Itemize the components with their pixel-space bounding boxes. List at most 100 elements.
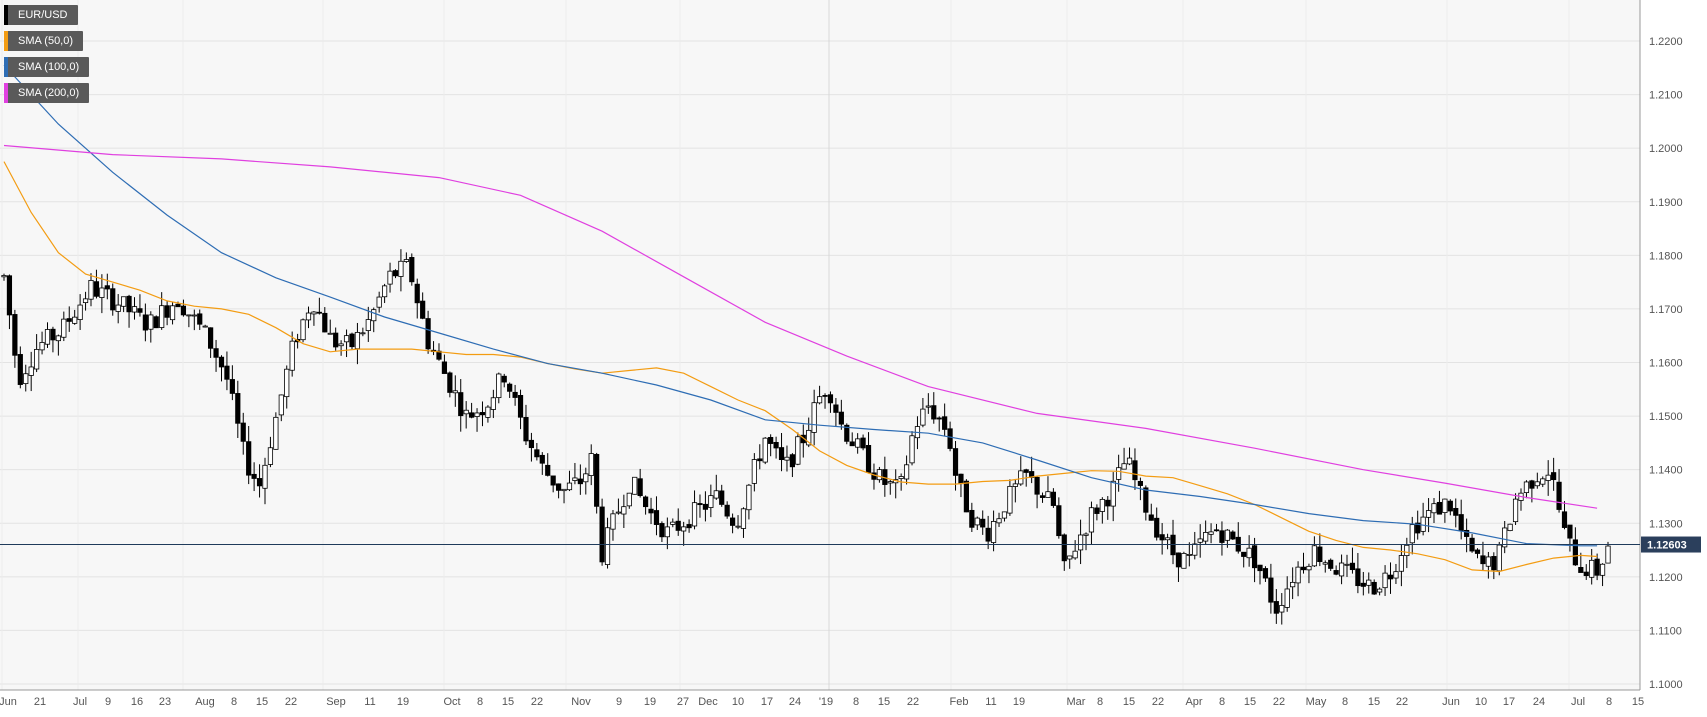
x-tick-label: Jul	[73, 696, 87, 708]
candle-down	[1529, 480, 1535, 489]
candle-down	[942, 416, 948, 430]
y-tick-label: 1.1200	[1649, 572, 1683, 584]
candle-down	[517, 394, 524, 418]
x-tick-label: 8	[853, 696, 859, 708]
candle-down	[104, 285, 110, 290]
candle-up	[816, 396, 823, 404]
candle-down	[1415, 522, 1421, 534]
candle-up	[267, 447, 274, 465]
candle-up	[708, 495, 714, 508]
candle-up	[1121, 463, 1127, 470]
candle-up	[354, 332, 361, 350]
last-price-label: 1.12603	[1647, 540, 1687, 552]
candle-up	[855, 438, 861, 448]
x-tick-label: 22	[531, 696, 543, 708]
candle-up	[1088, 507, 1095, 533]
legend-item[interactable]: SMA (50,0)	[4, 31, 84, 51]
candle-down	[963, 480, 970, 513]
candle-up	[284, 368, 290, 398]
candle-down	[1453, 507, 1459, 516]
candle-down	[246, 441, 252, 476]
x-tick-label: Jul	[1571, 696, 1585, 708]
candle-down	[969, 509, 975, 528]
candle-down	[952, 448, 959, 476]
candle-down	[1273, 601, 1279, 614]
candle-down	[757, 458, 763, 462]
sma-line	[3, 144, 1598, 509]
candle-down	[153, 316, 159, 329]
candle-down	[110, 288, 116, 311]
candle-up	[463, 409, 469, 415]
candle-down	[800, 434, 806, 444]
candle-up	[1067, 555, 1073, 560]
candle-up	[360, 332, 366, 335]
x-tick-label: 15	[502, 696, 514, 708]
candle-down	[507, 383, 513, 392]
candle-down	[447, 372, 453, 393]
candle-down	[1039, 495, 1046, 498]
candle-up	[990, 521, 997, 543]
candle-up	[338, 343, 344, 347]
candle-up	[1306, 565, 1312, 571]
candle-up	[1545, 474, 1551, 481]
x-tick-label: 8	[1219, 696, 1225, 708]
legend-item[interactable]: SMA (200,0)	[4, 83, 90, 103]
candle-down	[1480, 555, 1486, 565]
candle-up	[82, 298, 89, 304]
candle-up	[1485, 556, 1491, 567]
candle-up	[1605, 545, 1611, 564]
candle-up	[811, 402, 817, 433]
candle-down	[333, 332, 339, 348]
candle-down	[1447, 500, 1453, 512]
legend-swatch	[4, 5, 8, 25]
x-tick-label: 15	[1244, 696, 1256, 708]
candle-down	[648, 508, 654, 514]
candle-down	[556, 483, 562, 491]
candle-down	[1034, 476, 1040, 495]
candle-up	[1181, 553, 1187, 569]
x-tick-label: 8	[231, 696, 237, 708]
candle-up	[55, 335, 61, 342]
candle-up	[632, 476, 638, 495]
legend-label: EUR/USD	[18, 9, 68, 21]
legend-swatch	[4, 31, 8, 51]
candle-up	[1018, 470, 1024, 485]
candle-down	[1371, 581, 1377, 595]
y-tick-label: 1.2200	[1649, 36, 1683, 48]
candle-up	[1409, 524, 1415, 544]
candle-up	[1398, 555, 1404, 572]
candle-down	[947, 428, 953, 449]
candle-down	[637, 478, 643, 497]
candle-down	[6, 275, 13, 316]
candle-down	[1458, 514, 1464, 532]
x-tick-label: Apr	[1185, 696, 1202, 708]
candle-down	[1219, 530, 1225, 543]
candle-down	[441, 361, 448, 374]
candle-up	[740, 508, 747, 529]
candle-up	[1512, 498, 1519, 523]
candle-up	[343, 335, 350, 343]
candle-down	[1251, 545, 1258, 569]
candle-down	[1567, 524, 1573, 539]
candle-up	[44, 329, 51, 345]
candle-down	[229, 379, 235, 394]
candle-up	[1523, 481, 1530, 494]
candle-down	[1583, 571, 1589, 577]
legend-item[interactable]: SMA (100,0)	[4, 57, 90, 77]
candle-up	[1344, 563, 1350, 566]
candle-down	[425, 318, 431, 350]
candle-up	[61, 318, 67, 338]
candle-up	[1393, 571, 1399, 579]
candle-up	[1126, 457, 1133, 465]
candle-up	[77, 304, 83, 320]
legend-item[interactable]: EUR/USD	[4, 5, 78, 25]
x-tick-label: Feb	[950, 696, 969, 708]
candle-down	[142, 314, 148, 331]
sma-line	[3, 161, 1598, 573]
candle-up	[169, 305, 176, 321]
candle-up	[1001, 511, 1008, 519]
candle-down	[702, 503, 709, 510]
candle-up	[452, 390, 458, 394]
